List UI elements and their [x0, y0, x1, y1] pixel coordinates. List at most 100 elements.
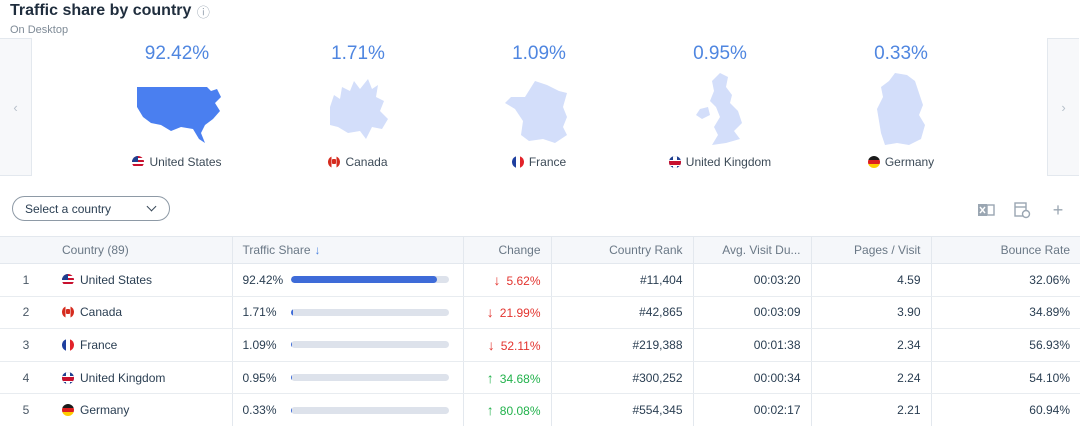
arrow-up-icon: ↑: [486, 402, 494, 419]
table-settings-icon[interactable]: [1012, 200, 1032, 220]
tile-country-name: Germany: [884, 155, 935, 169]
row-pages-visit: 2.21: [810, 393, 931, 426]
map-shape: [696, 107, 710, 119]
country-tile-france[interactable]: 1.09% France: [449, 38, 629, 178]
table-row[interactable]: 4 United Kingdom 0.95% ↑ 34.68% #300,252 00:00…: [0, 361, 1080, 395]
table-row[interactable]: 2 Canada 1.71% ↓ 21.99% #42,865 00:03:09 3.90 34…: [0, 296, 1080, 330]
table-row[interactable]: 5 Germany 0.33% ↑ 80.08% #554,345 00:02:17 2.21…: [0, 393, 1080, 426]
header-traffic-share-label: Traffic Share: [242, 243, 311, 257]
widget-title-text: Traffic share by country: [10, 2, 192, 19]
country-tile-united-states[interactable]: 92.42% United States: [87, 38, 267, 178]
header-avg-visit[interactable]: Avg. Visit Du...: [692, 236, 811, 264]
map-united-kingdom-icon: [696, 73, 742, 145]
row-share-cell: 92.42%: [231, 263, 463, 297]
share-bar-fill: [290, 308, 294, 316]
carousel-next-button[interactable]: ›: [1047, 38, 1079, 176]
row-avg-visit: 00:03:20: [692, 263, 811, 297]
tile-country-label: Germany: [811, 155, 991, 169]
row-change-value: 80.08%: [499, 404, 541, 419]
row-country-cell: United States: [52, 263, 232, 297]
header-country[interactable]: Country (89): [52, 236, 232, 264]
row-country[interactable]: Canada: [62, 305, 222, 319]
row-pages-visit: 4.59: [810, 263, 931, 297]
row-change-value: 5.62%: [506, 273, 541, 288]
row-share-value: 1.09%: [242, 337, 277, 352]
row-share-value: 0.95%: [242, 370, 277, 385]
row-bounce-rate: 34.89%: [930, 296, 1080, 330]
row-share: 0.33%: [243, 403, 453, 417]
chevron-right-icon: ›: [1061, 99, 1066, 115]
tile-country-label: United States: [87, 155, 267, 169]
arrow-down-icon: ↓: [493, 271, 501, 288]
excel-export-icon[interactable]: [976, 200, 996, 220]
row-country-cell: France: [52, 328, 232, 362]
row-share: 1.71%: [243, 305, 453, 319]
map-shape: [877, 73, 925, 145]
row-country-name: Canada: [80, 305, 123, 320]
flag-fr-icon: [511, 156, 524, 168]
row-country-name: France: [80, 337, 118, 352]
row-country-cell: Germany: [52, 393, 232, 426]
row-share-value: 1.71%: [242, 305, 277, 320]
row-country[interactable]: United Kingdom: [62, 371, 222, 385]
tile-country-name: United States: [149, 155, 222, 169]
map-canada-icon: [330, 79, 388, 139]
country-select[interactable]: Select a country: [12, 196, 170, 221]
map-shape: [330, 79, 388, 139]
country-select-placeholder: Select a country: [25, 201, 112, 216]
row-country-cell: United Kingdom: [52, 361, 232, 395]
row-share: 92.42%: [243, 273, 453, 287]
map-shape: [505, 81, 567, 143]
flag-ca-icon: [62, 306, 74, 319]
country-tile-canada[interactable]: 1.71% Canada: [268, 38, 448, 178]
row-country[interactable]: Germany: [62, 403, 222, 417]
row-rank: #300,252: [550, 361, 693, 395]
share-bar-track: [290, 308, 449, 316]
row-country-name: United Kingdom: [80, 370, 166, 385]
country-tile-united-kingdom[interactable]: 0.95% United Kingdom: [630, 38, 810, 178]
share-bar-fill: [290, 341, 293, 349]
tile-share-value: 0.95%: [693, 43, 747, 64]
carousel-prev-button[interactable]: ‹: [0, 38, 32, 176]
row-change-value: 52.11%: [500, 338, 541, 353]
header-country-rank[interactable]: Country Rank: [550, 236, 693, 264]
header-change[interactable]: Change: [462, 236, 551, 264]
header-country-rank-label: Country Rank: [609, 243, 683, 257]
tile-country-name: Canada: [345, 155, 388, 169]
row-share-cell: 1.71%: [231, 296, 463, 330]
header-bounce-rate-label: Bounce Rate: [1000, 243, 1070, 257]
share-bar-track: [290, 341, 449, 349]
row-avg-visit: 00:03:09: [692, 296, 811, 330]
row-share-value: 0.33%: [242, 403, 277, 418]
row-change: ↑ 34.68%: [462, 361, 551, 395]
row-bounce-rate: 54.10%: [930, 361, 1080, 395]
flag-de-icon: [62, 404, 74, 417]
row-pages-visit: 2.34: [810, 328, 931, 362]
tile-country-label: United Kingdom: [630, 155, 810, 169]
add-icon[interactable]: +: [1052, 199, 1064, 220]
flag-de-icon: [867, 156, 880, 168]
country-tile-germany[interactable]: 0.33% Germany: [811, 38, 991, 178]
table-row[interactable]: 3 France 1.09% ↓ 52.11% #219,388 00:01:38 2.34 5…: [0, 328, 1080, 362]
header-pages-visit[interactable]: Pages / Visit: [810, 236, 931, 264]
row-country[interactable]: France: [62, 338, 222, 352]
tile-share-value: 0.33%: [874, 43, 928, 64]
map-germany-icon: [877, 73, 925, 145]
arrow-down-icon: ↓: [487, 336, 495, 353]
info-icon[interactable]: ⓘ: [196, 4, 210, 20]
map-united-states-icon: [137, 87, 221, 143]
flag-uk-icon: [62, 371, 74, 384]
map-france-icon: [505, 81, 567, 143]
table-row[interactable]: 1 United States 92.42% ↓ 5.62% #11,404 00:03:2…: [0, 263, 1080, 297]
row-country[interactable]: United States: [62, 273, 222, 287]
widget-title: Traffic share by country ⓘ: [10, 2, 210, 20]
row-share: 1.09%: [243, 338, 453, 352]
row-pages-visit: 3.90: [810, 296, 931, 330]
flag-uk-icon: [668, 156, 681, 168]
header-bounce-rate[interactable]: Bounce Rate: [930, 236, 1080, 264]
header-traffic-share[interactable]: Traffic Share ↓: [231, 236, 463, 264]
share-bar-fill: [290, 374, 293, 382]
row-avg-visit: 00:00:34: [692, 361, 811, 395]
share-bar-track: [290, 406, 449, 414]
row-bounce-rate: 56.93%: [930, 328, 1080, 362]
